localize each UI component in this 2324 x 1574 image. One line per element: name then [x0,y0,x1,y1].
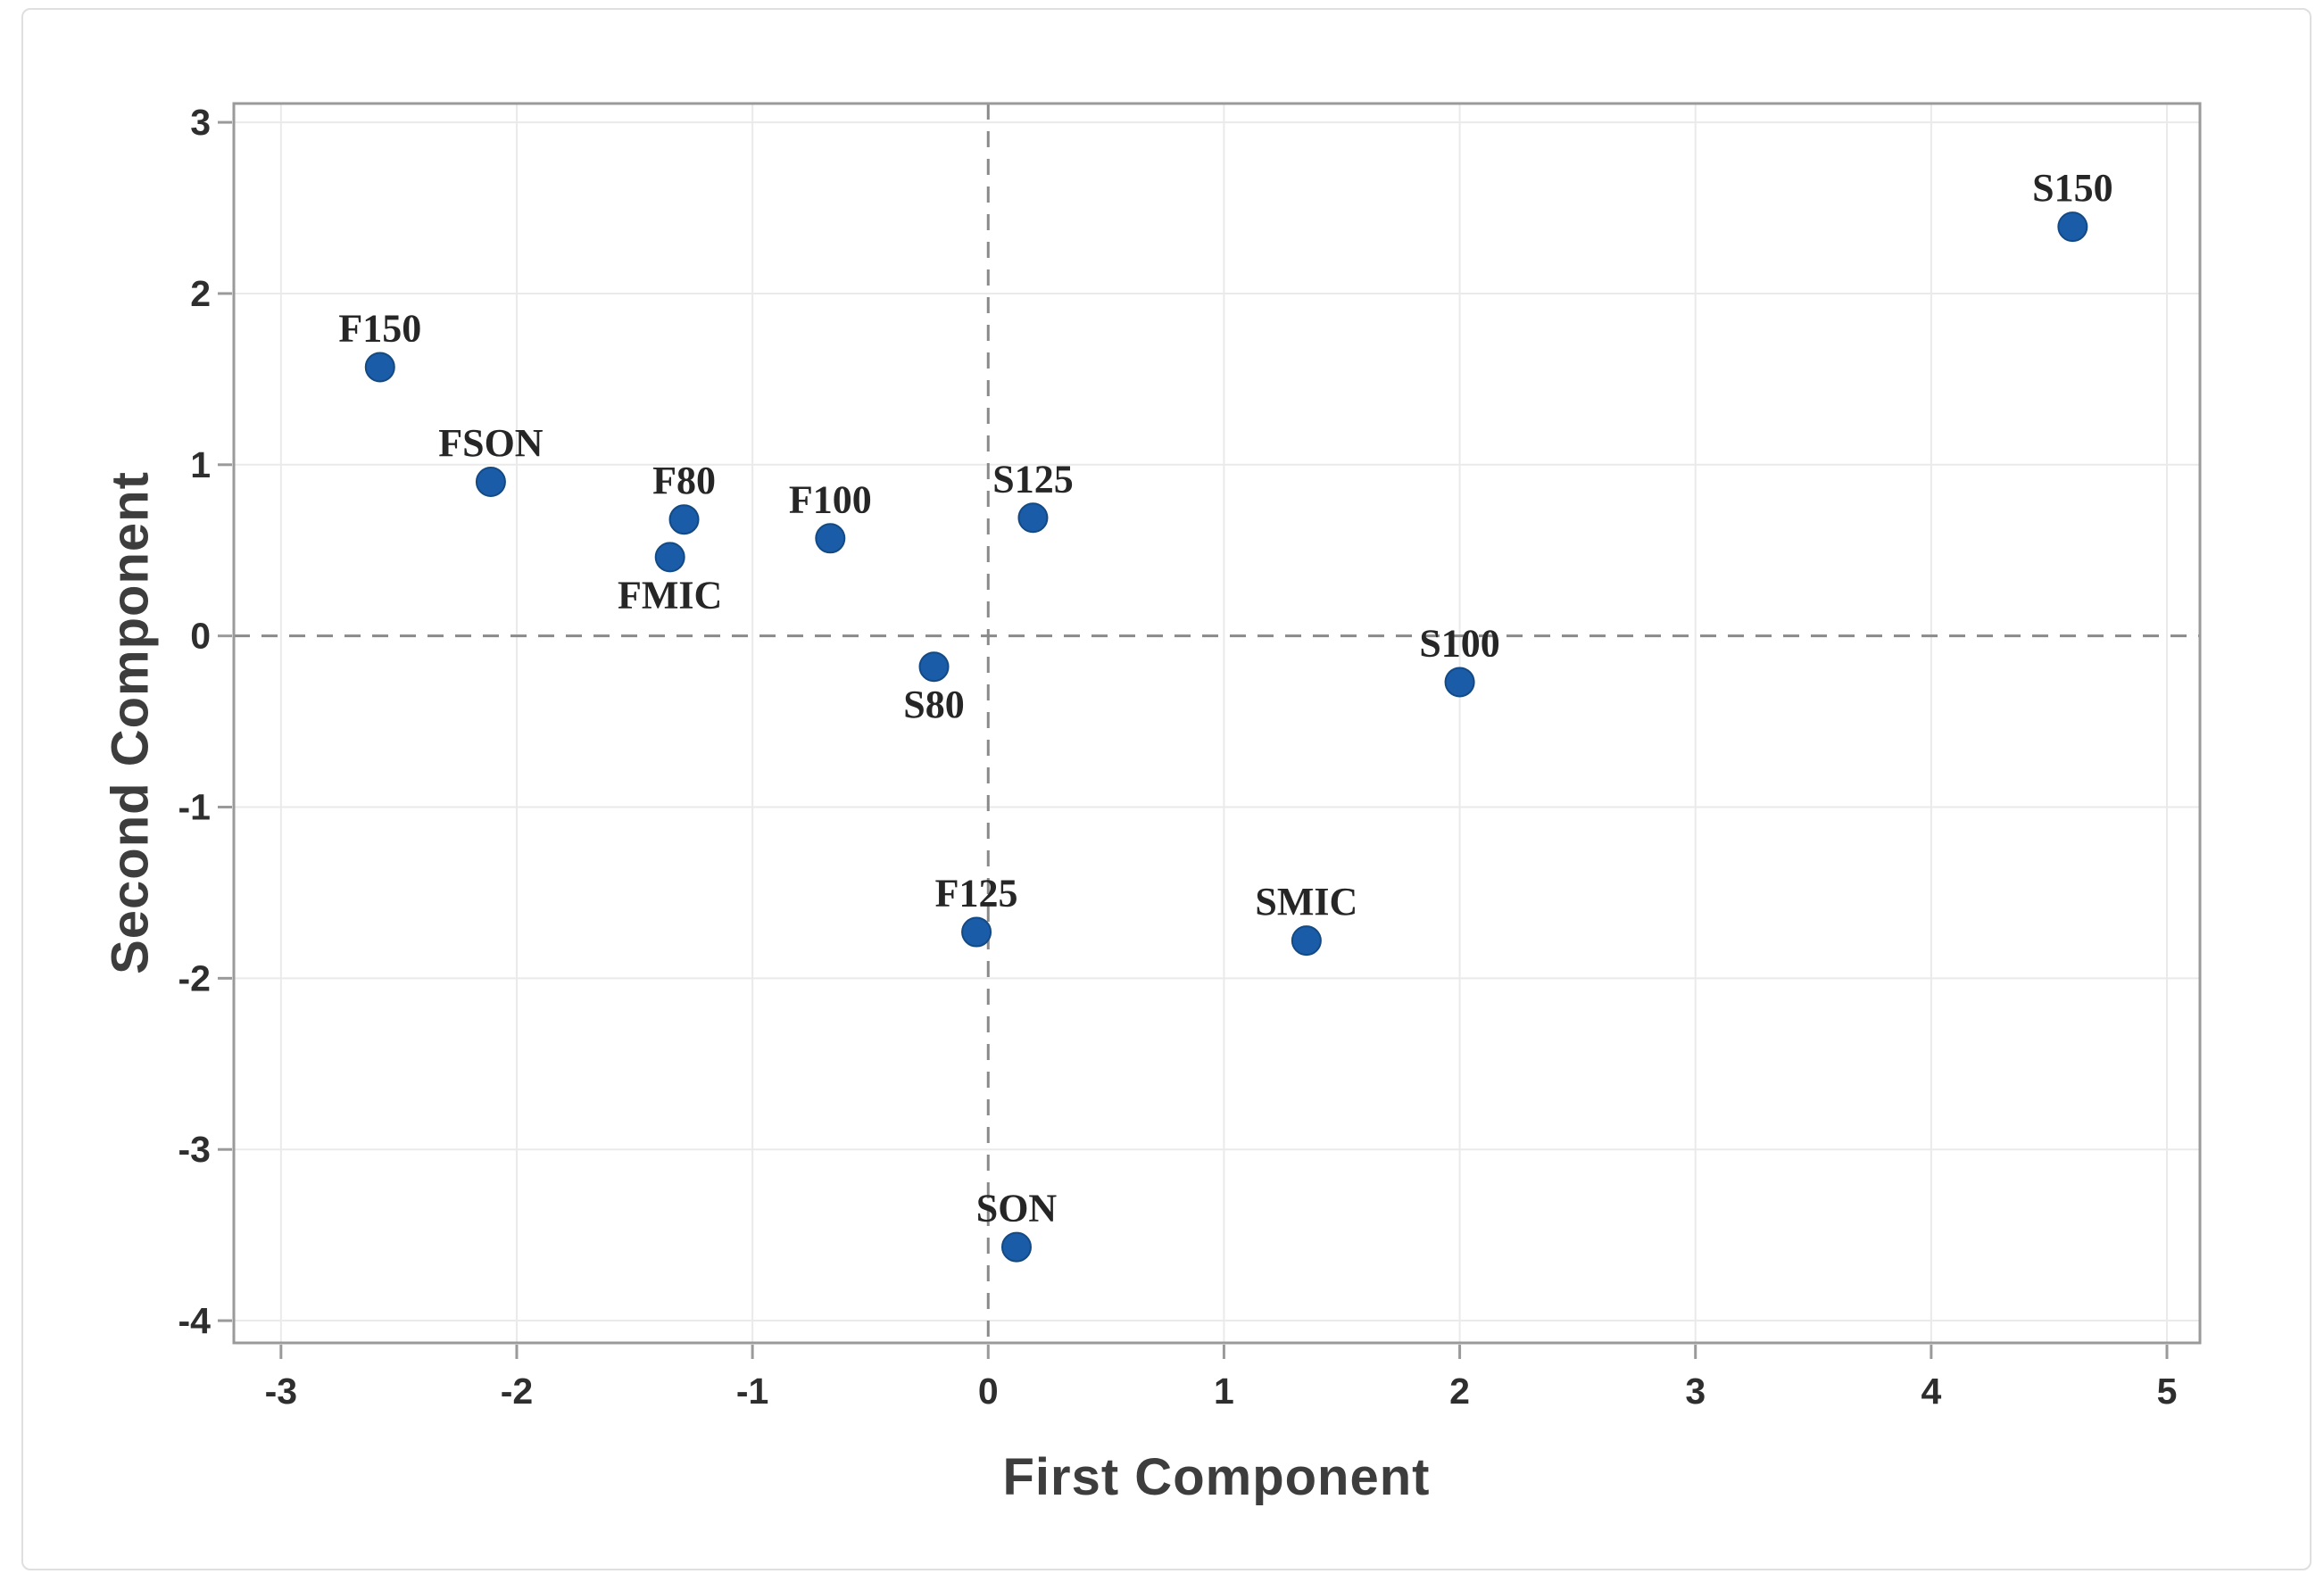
y-tick-label--3: -3 [178,1129,211,1170]
y-tick-label-1: 1 [190,444,211,485]
data-point-son[interactable] [1000,1231,1032,1263]
point-label-fmic: FMIC [618,573,722,617]
y-tick-label-0: 0 [190,616,211,657]
data-point-f150[interactable] [364,352,395,383]
data-point-fmic[interactable] [654,542,685,573]
point-label-f125: F125 [935,872,1018,915]
point-label-s125: S125 [992,457,1073,501]
data-point-fson[interactable] [475,466,506,497]
data-point-s125[interactable] [1017,502,1049,534]
x-tick-label-5: 5 [2157,1371,2178,1412]
point-label-s100: S100 [1419,621,1499,665]
data-point-s100[interactable] [1444,667,1475,698]
chart-card [21,8,2312,1570]
point-label-s80: S80 [903,683,964,726]
x-tick-label-1: 1 [1214,1371,1234,1412]
point-label-s150: S150 [2032,166,2112,210]
point-label-f150: F150 [338,306,421,350]
x-tick-label-0: 0 [978,1371,999,1412]
data-point-f125[interactable] [961,916,992,948]
data-point-s150[interactable] [2057,211,2088,243]
plot-frame [232,102,2202,1345]
point-label-son: SON [976,1187,1058,1230]
y-tick-label--4: -4 [178,1300,212,1341]
data-point-s80[interactable] [918,651,950,683]
point-label-f100: F100 [789,477,872,521]
x-tick-label--2: -2 [501,1371,533,1412]
x-tick-label-4: 4 [1921,1371,1941,1412]
y-tick-label-2: 2 [190,273,211,314]
x-tick-label-2: 2 [1449,1371,1470,1412]
x-tick-label--3: -3 [265,1371,297,1412]
point-label-f80: F80 [652,459,716,502]
x-tick-label--1: -1 [736,1371,768,1412]
data-point-smic[interactable] [1291,925,1322,957]
data-point-f100[interactable] [815,523,846,554]
y-axis-title: Second Component [101,471,160,974]
data-point-f80[interactable] [668,504,700,535]
x-tick-label-3: 3 [1685,1371,1706,1412]
x-axis-title: First Component [1002,1448,1431,1506]
y-tick-label-3: 3 [190,102,211,143]
point-label-smic: SMIC [1255,880,1357,924]
y-tick-label--2: -2 [178,957,211,998]
y-tick-label--1: -1 [178,787,211,828]
point-label-fson: FSON [438,421,544,465]
